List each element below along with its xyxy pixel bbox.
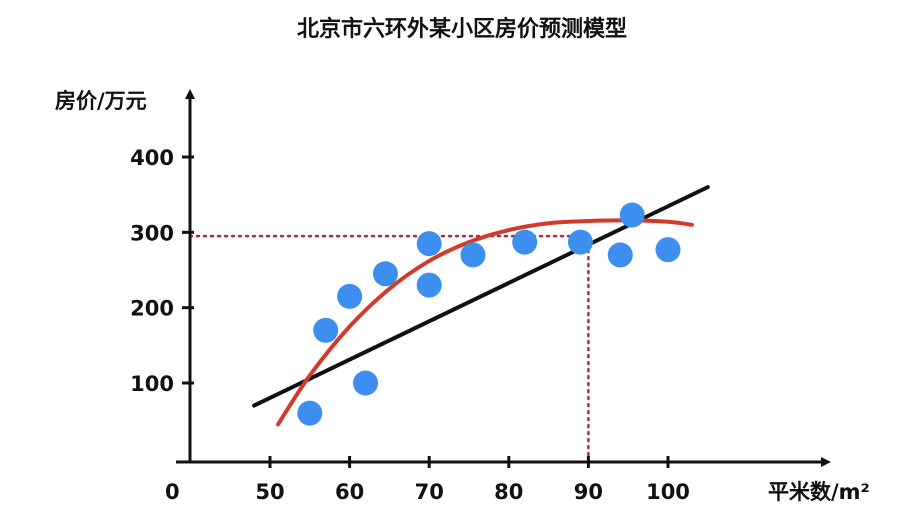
data-points — [297, 202, 681, 426]
data-point — [567, 229, 593, 255]
x-tick-label: 90 — [574, 480, 603, 504]
x-tick-label: 100 — [646, 480, 690, 504]
axes — [176, 89, 831, 467]
data-point — [337, 283, 363, 309]
data-point — [416, 231, 442, 257]
ticks: 50 60 70 80 90 100 100 200 300 400 — [130, 146, 690, 504]
data-point — [297, 400, 323, 426]
data-point — [353, 370, 379, 396]
data-point — [416, 272, 442, 298]
data-point — [460, 242, 486, 268]
data-point — [512, 229, 538, 255]
y-axis-title: 房价/万元 — [55, 89, 147, 113]
origin-label: 0 — [165, 480, 180, 504]
x-tick-label: 60 — [335, 480, 364, 504]
x-tick-label: 80 — [494, 480, 523, 504]
chart-title: 北京市六环外某小区房价预测模型 — [297, 16, 627, 42]
data-point — [313, 317, 339, 343]
y-tick-label: 400 — [130, 146, 174, 170]
data-point — [655, 237, 681, 263]
data-point — [619, 202, 645, 228]
y-tick-label: 100 — [130, 372, 174, 396]
data-point — [372, 261, 398, 287]
x-tick-label: 50 — [255, 480, 284, 504]
x-axis-title: 平米数/m² — [768, 480, 870, 504]
y-tick-label: 300 — [130, 221, 174, 245]
data-point — [607, 242, 633, 268]
y-tick-label: 200 — [130, 297, 174, 321]
x-tick-label: 70 — [415, 480, 444, 504]
